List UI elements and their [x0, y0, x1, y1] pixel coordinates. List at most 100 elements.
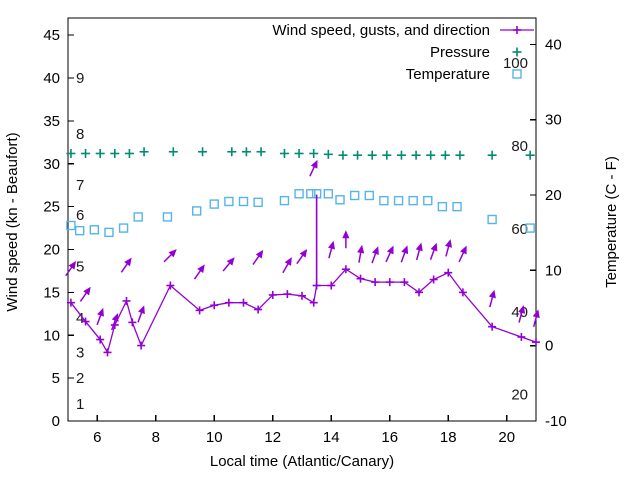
plus-marker	[341, 265, 350, 274]
beaufort-label: 8	[76, 126, 84, 143]
plus-marker	[139, 147, 149, 157]
y-tick-label: 30	[43, 156, 60, 173]
plus-marker	[309, 298, 318, 307]
plus-marker	[309, 148, 319, 158]
plus-marker	[455, 150, 465, 160]
plus-marker	[294, 148, 304, 158]
plus-marker	[512, 47, 522, 57]
legend: Wind speed, gusts, and direction Pressure…	[272, 22, 534, 83]
plus-marker	[338, 150, 348, 160]
plus-marker	[122, 296, 131, 305]
wind-direction-arrow	[252, 249, 264, 266]
beaufort-label: 7	[76, 177, 84, 194]
wind-direction-arrow	[111, 313, 119, 331]
plus-marker	[137, 341, 146, 350]
y-axis-ticks: 0 5 10 15 20 25 30 35 40 45	[43, 27, 74, 430]
plus-marker	[371, 278, 380, 287]
plus-marker	[128, 318, 137, 327]
wind-speed-line	[70, 268, 537, 355]
plus-marker	[298, 291, 306, 300]
wind-direction-arrow	[342, 230, 350, 249]
data-series-group	[66, 147, 540, 357]
plus-marker	[440, 150, 450, 160]
plus-marker	[532, 338, 540, 347]
plus-marker	[81, 317, 90, 326]
square-marker	[335, 195, 345, 205]
beaufort-label: 4	[76, 310, 84, 327]
square-marker	[279, 195, 290, 206]
wind-direction-arrow	[309, 159, 318, 177]
plus-marker	[382, 150, 392, 160]
square-marker	[74, 225, 85, 236]
series-plus-line	[66, 265, 540, 357]
wind-direction-arrow	[400, 245, 409, 263]
plus-marker	[488, 322, 497, 331]
plus-marker	[66, 298, 75, 307]
plus-marker	[513, 26, 521, 34]
plus-marker	[517, 332, 526, 341]
plus-marker	[444, 268, 453, 277]
plus-marker	[256, 147, 266, 157]
plus-marker	[195, 306, 204, 315]
plus-marker	[525, 150, 535, 160]
plus-marker	[198, 147, 208, 157]
wind-direction-arrow	[532, 309, 540, 327]
wind-direction-arrow	[458, 245, 467, 263]
y2-axis-ticks: -10 0 10 20 30 40	[530, 36, 567, 430]
wind-direction-arrow	[137, 305, 145, 323]
square-marker	[525, 223, 535, 233]
y2-tick-label: 20	[545, 187, 562, 204]
plus-marker	[166, 281, 175, 290]
wind-direction-arrow	[96, 307, 104, 326]
x-tick-label: 20	[498, 429, 515, 446]
y2-tick-label: 10	[545, 262, 562, 279]
x-axis-title: Local time (Atlantic/Canary)	[210, 453, 394, 470]
fahrenheit-label: 100	[503, 55, 528, 72]
wind-direction-arrow	[415, 242, 423, 261]
x-tick-label: 6	[93, 429, 101, 446]
wind-direction-arrow	[385, 245, 394, 263]
fahrenheit-label: 80	[511, 138, 528, 155]
fahrenheit-label: 20	[511, 387, 528, 404]
x-axis-ticks: 6 8 10 12 14 16 18 20	[68, 34, 515, 446]
series-plus	[66, 147, 535, 160]
plus-marker	[487, 150, 497, 160]
plus-marker	[396, 150, 406, 160]
plus-marker	[327, 281, 336, 290]
x-tick-label: 14	[323, 429, 340, 446]
x-tick-label: 16	[381, 429, 398, 446]
wind-direction-arrow	[163, 249, 177, 263]
y-tick-label: 25	[43, 199, 60, 216]
square-marker	[487, 214, 497, 225]
y2-axis-title: Temperature (C - F)	[603, 156, 620, 288]
beaufort-scale-labels: 1 2 3 4 5 6 7 8 9	[76, 70, 84, 413]
square-marker	[349, 190, 360, 201]
plus-marker	[283, 290, 292, 299]
wind-direction-arrows-group	[65, 159, 540, 331]
wind-direction-arrow	[79, 286, 91, 302]
square-marker	[209, 199, 219, 209]
square-marker	[393, 195, 404, 206]
square-marker	[423, 195, 433, 206]
plus-marker	[356, 274, 365, 283]
wind-direction-arrow	[328, 240, 335, 259]
wind-direction-arrow	[222, 257, 235, 272]
y-tick-label: 0	[52, 413, 60, 430]
square-marker	[294, 189, 304, 199]
y2-tick-label: 0	[545, 338, 553, 355]
plus-marker	[224, 298, 233, 307]
square-marker	[323, 189, 334, 199]
plus-marker	[268, 290, 277, 299]
y-tick-label: 15	[43, 284, 60, 301]
square-marker	[118, 223, 129, 233]
square-marker	[253, 197, 263, 208]
wind-direction-arrow	[357, 244, 365, 263]
square-marker	[104, 227, 114, 238]
plus-marker	[323, 149, 333, 159]
plus-marker	[81, 148, 91, 158]
wind-direction-arrow	[371, 246, 379, 264]
y-tick-label: 10	[43, 327, 60, 344]
beaufort-label: 9	[76, 70, 84, 87]
plus-marker	[227, 147, 237, 157]
